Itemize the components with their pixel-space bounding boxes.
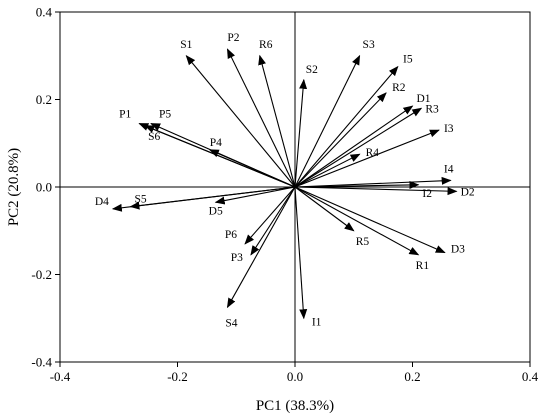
vector-label-D2: D2 (461, 186, 475, 198)
vector-label-I1: I1 (312, 316, 322, 328)
vector-label-S6: S6 (148, 131, 160, 143)
vector-label-P1: P1 (119, 109, 131, 121)
vector-label-P6: P6 (225, 229, 237, 241)
vector-label-D3: D3 (451, 244, 465, 256)
vector-P4 (208, 149, 296, 188)
vector-label-I2: I2 (422, 188, 432, 200)
vector-P2 (226, 48, 296, 188)
x-axis-title: PC1 (38.3%) (256, 398, 334, 414)
x-tick-label-4: 0.4 (522, 369, 539, 384)
vector-label-S4: S4 (225, 317, 237, 329)
y-axis-title: PC2 (20.8%) (6, 148, 22, 226)
vector-label-R3: R3 (425, 103, 439, 115)
vector-I5 (294, 65, 399, 188)
axis-ticks: -0.4 -0.2 0.0 0.2 0.4 0.4 0.2 0.0 -0.2 -0.4 (31, 5, 538, 385)
x-tick-label-1: -0.2 (167, 369, 188, 384)
vector-label-R2: R2 (392, 82, 406, 94)
vector-label-D4: D4 (95, 196, 109, 208)
vector-label-P2: P2 (227, 32, 239, 44)
vector-I3 (294, 129, 440, 188)
y-tick-label-3: -0.2 (31, 267, 52, 282)
x-tick-label-2: 0.0 (287, 369, 303, 384)
y-tick-label-2: 0.0 (36, 180, 52, 195)
vector-R6 (258, 54, 296, 188)
vector-label-I3: I3 (444, 123, 454, 135)
vector-label-S1: S1 (180, 39, 192, 51)
vector-S1 (185, 54, 296, 188)
vector-D5 (214, 186, 296, 205)
vector-label-R5: R5 (356, 236, 370, 248)
vector-D1 (294, 105, 414, 188)
vector-label-P5: P5 (159, 109, 171, 121)
vector-label-D5: D5 (209, 205, 223, 217)
vector-P3 (250, 186, 296, 256)
y-tick-label-1: 0.2 (36, 92, 52, 107)
vector-I4 (294, 176, 452, 188)
vector-R1 (294, 186, 420, 256)
x-tick-label-3: 0.2 (404, 369, 420, 384)
vector-R5 (294, 186, 355, 232)
vector-P6 (244, 186, 296, 245)
vector-label-R6: R6 (259, 39, 273, 51)
vector-label-S2: S2 (306, 64, 318, 76)
vector-D3 (294, 186, 446, 254)
vector-label-R1: R1 (416, 260, 430, 272)
vector-R3 (294, 107, 423, 188)
vector-S3 (294, 54, 361, 188)
vector-label-S5: S5 (135, 194, 147, 206)
vector-label-P4: P4 (210, 137, 222, 149)
vector-label-S3: S3 (363, 39, 375, 51)
vector-S2 (294, 78, 308, 188)
y-tick-label-4: -0.4 (31, 355, 52, 370)
x-tick-label-0: -0.4 (50, 369, 71, 384)
vector-S5 (129, 186, 296, 210)
vector-I2 (294, 180, 420, 189)
vector-label-R4: R4 (366, 147, 380, 159)
vector-S4 (226, 186, 296, 309)
vector-R2 (294, 92, 387, 188)
vector-label-I5: I5 (403, 54, 413, 66)
vector-R4 (294, 153, 361, 188)
vector-label-I4: I4 (444, 163, 454, 175)
vector-label-P3: P3 (231, 252, 243, 264)
loading-vectors (111, 48, 458, 320)
y-tick-label-0: 0.4 (36, 5, 53, 20)
vector-I1 (294, 186, 308, 320)
vector-D2 (294, 186, 458, 196)
vector-label-D1: D1 (417, 93, 431, 105)
vector-S6 (144, 125, 296, 188)
